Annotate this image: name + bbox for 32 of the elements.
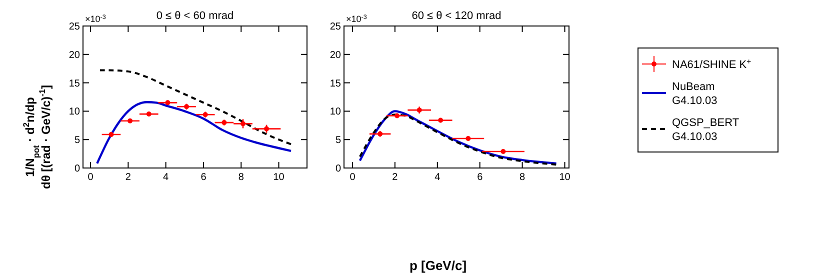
legend-label: NuBeam G4.10.03 xyxy=(672,81,718,107)
y-tick-label: 15 xyxy=(330,78,342,90)
y-tick-label: 20 xyxy=(68,50,80,61)
y-tick-label: 0 xyxy=(335,164,342,174)
x-tick-label: 0 xyxy=(88,172,94,183)
x-tick-label: 6 xyxy=(200,172,207,183)
y-tick-label: 25 xyxy=(330,22,342,32)
legend-label: NA61/SHINE K$^{+}$ xyxy=(672,56,752,71)
x-tick-label: 6 xyxy=(477,172,484,183)
x-tick-label: 4 xyxy=(434,172,441,183)
text: ×10$^{-3}$ xyxy=(85,14,106,24)
y-tick-label: 10 xyxy=(330,106,342,118)
x-tick-label: 0 xyxy=(350,172,356,183)
chart-title: 0 ≤ θ < 60 mrad xyxy=(156,10,234,22)
x-tick-label: 10 xyxy=(559,172,571,183)
y-tick-label: 5 xyxy=(74,135,80,146)
y-tick-label: 10 xyxy=(68,106,80,118)
y-tick-label: 20 xyxy=(330,50,342,61)
y-tick-label: 25 xyxy=(68,22,80,32)
y-tick-label: 15 xyxy=(68,78,80,90)
legend-label: QGSP_BERT G4.10.03 xyxy=(672,117,740,143)
x-tick-label: 10 xyxy=(273,172,285,183)
x-tick-label: 8 xyxy=(520,172,526,183)
x-tick-label: 2 xyxy=(125,172,132,183)
text: ×10$^{-3}$ xyxy=(346,14,368,24)
chart-title: 60 ≤ θ < 120 mrad xyxy=(412,10,502,22)
y-tick-label: 5 xyxy=(335,135,342,146)
x-tick-label: 4 xyxy=(163,172,170,183)
x-tick-label: 2 xyxy=(392,172,398,183)
x-axis-title: p [GeV/c] xyxy=(409,258,467,273)
x-tick-label: 8 xyxy=(238,172,244,183)
y-tick-label: 0 xyxy=(74,164,80,174)
